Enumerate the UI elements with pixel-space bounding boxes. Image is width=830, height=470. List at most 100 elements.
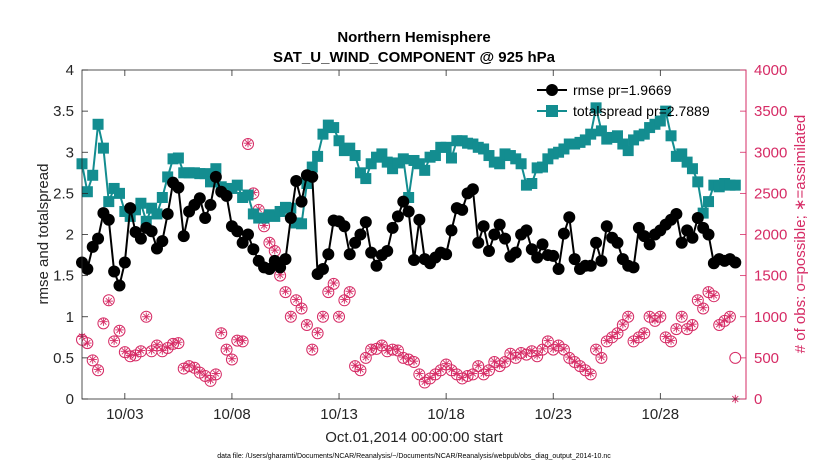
totalspread-point bbox=[429, 150, 441, 162]
totalspread-point bbox=[676, 148, 688, 160]
asterisk-stroke bbox=[469, 370, 477, 377]
asterisk-stroke bbox=[640, 329, 648, 336]
obs-assimilated-point bbox=[474, 361, 483, 370]
obs-assimilated-point bbox=[709, 291, 719, 300]
obs-assimilated-point bbox=[281, 287, 290, 296]
obs-assimilated-point bbox=[607, 332, 617, 341]
obs-assimilated-point bbox=[399, 352, 408, 362]
asterisk-stroke bbox=[362, 353, 370, 361]
asterisk-stroke bbox=[528, 347, 536, 354]
obs-assimilated-point bbox=[543, 336, 553, 345]
obs-assimilated-point bbox=[602, 336, 611, 345]
totalspread-point bbox=[162, 171, 174, 183]
asterisk-stroke bbox=[303, 320, 311, 328]
asterisk-stroke bbox=[678, 312, 686, 320]
asterisk-stroke bbox=[266, 238, 273, 246]
y-tick-label-left: 3 bbox=[66, 144, 74, 161]
rmse-point bbox=[547, 249, 560, 262]
rmse-point bbox=[493, 218, 506, 231]
asterisk-stroke bbox=[501, 357, 509, 365]
totalspread-point bbox=[483, 150, 495, 162]
totalspread-point bbox=[585, 128, 597, 140]
obs-possible-point bbox=[675, 310, 688, 323]
obs-possible-point bbox=[413, 368, 426, 381]
asterisk-stroke bbox=[367, 345, 375, 353]
obs-assimilated-point bbox=[168, 338, 178, 348]
obs-assimilated-point bbox=[623, 311, 633, 321]
obs-possible-point bbox=[220, 343, 233, 356]
obs-assimilated-point bbox=[570, 356, 579, 366]
asterisk-stroke bbox=[458, 374, 466, 381]
asterisk-stroke bbox=[426, 374, 434, 381]
asterisk-stroke bbox=[576, 361, 584, 369]
totalspread-point bbox=[403, 191, 415, 203]
asterisk-stroke bbox=[94, 366, 102, 373]
asterisk-stroke bbox=[292, 296, 300, 303]
totalspread-layer bbox=[76, 102, 741, 230]
obs-assimilated-point bbox=[666, 336, 676, 345]
rmse-point bbox=[161, 207, 174, 220]
asterisk-stroke bbox=[100, 318, 107, 325]
totalspread-point bbox=[151, 208, 163, 220]
obs-assimilated-point bbox=[377, 340, 387, 349]
y-tick-label-left: 1.5 bbox=[53, 268, 74, 285]
rmse-point bbox=[354, 228, 367, 241]
totalspread-point bbox=[478, 143, 490, 155]
asterisk-stroke bbox=[560, 345, 568, 353]
x-tick-label: 10/28 bbox=[642, 406, 680, 423]
asterisk-stroke bbox=[496, 361, 503, 369]
obs-assimilated-point bbox=[115, 325, 124, 335]
rmse-point bbox=[643, 238, 656, 251]
asterisk-stroke bbox=[517, 348, 525, 356]
totalspread-point bbox=[697, 207, 709, 219]
rmse-point bbox=[381, 244, 394, 257]
obs-assimilated-point bbox=[549, 344, 558, 354]
obs-assimilated-point bbox=[93, 365, 103, 374]
obs-assimilated-point bbox=[506, 348, 515, 358]
obs-assimilated-point bbox=[565, 352, 574, 362]
asterisk-stroke bbox=[201, 371, 209, 379]
asterisk-stroke bbox=[544, 337, 552, 344]
totalspread-point bbox=[579, 134, 591, 146]
asterisk-stroke bbox=[410, 357, 418, 365]
y-axis-label-right: # of obs: o=possible; ∗=assimilated bbox=[792, 115, 809, 354]
rmse-point bbox=[193, 192, 206, 205]
asterisk-stroke bbox=[437, 366, 445, 373]
x-tick-label: 10/13 bbox=[320, 406, 358, 423]
asterisk-stroke bbox=[571, 357, 578, 365]
obs-possible-point bbox=[707, 290, 720, 303]
asterisk-stroke bbox=[308, 345, 316, 353]
totalspread-point bbox=[365, 158, 377, 170]
obs-assimilated-point bbox=[656, 311, 665, 321]
obs-possible-point bbox=[322, 286, 335, 299]
obs-possible-point bbox=[263, 236, 276, 249]
obs-assimilated-point bbox=[356, 365, 365, 374]
totalspread-point bbox=[113, 187, 125, 199]
x-tick-label: 10/08 bbox=[213, 406, 251, 423]
totalspread-point bbox=[333, 135, 345, 147]
obs-possible-point bbox=[354, 364, 367, 377]
obs-assimilated-point bbox=[372, 343, 381, 353]
obs-assimilated-point bbox=[415, 369, 424, 378]
obs-assimilated-point bbox=[104, 296, 113, 306]
rmse-point bbox=[568, 253, 581, 266]
obs-possible-point bbox=[279, 286, 292, 299]
rmse-point bbox=[242, 228, 254, 241]
obs-assimilated-point bbox=[286, 311, 296, 321]
asterisk-stroke bbox=[651, 316, 659, 324]
obs-possible-point bbox=[343, 286, 356, 299]
y-tick-label-right: 500 bbox=[754, 350, 779, 367]
rmse-point bbox=[343, 248, 356, 261]
totalspread-point bbox=[692, 176, 704, 188]
obs-assimilated-point bbox=[522, 349, 531, 358]
rmse-point bbox=[306, 170, 319, 183]
obs-assimilated-point bbox=[672, 324, 681, 333]
obs-assimilated-point bbox=[334, 311, 344, 321]
obs-possible-point bbox=[697, 302, 710, 315]
asterisk-stroke bbox=[710, 292, 718, 299]
rmse-point bbox=[557, 227, 570, 240]
rmse-point bbox=[595, 254, 608, 267]
totalspread-point bbox=[344, 142, 356, 154]
asterisk-stroke bbox=[721, 316, 728, 324]
obs-possible-point bbox=[102, 294, 115, 307]
